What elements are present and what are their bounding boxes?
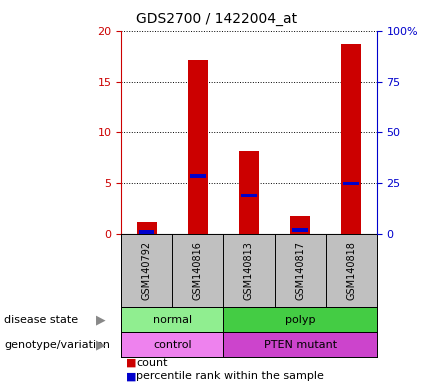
Bar [190, 174, 206, 178]
Text: GSM140813: GSM140813 [244, 241, 254, 300]
Text: GSM140792: GSM140792 [142, 241, 152, 300]
Text: GSM140816: GSM140816 [193, 241, 203, 300]
Text: ■: ■ [126, 371, 136, 381]
Text: polyp: polyp [285, 314, 315, 325]
Text: disease state: disease state [4, 314, 78, 325]
Text: GSM140817: GSM140817 [295, 241, 305, 300]
Bar [121, 307, 223, 332]
Text: GDS2700 / 1422004_at: GDS2700 / 1422004_at [136, 12, 297, 25]
Bar [139, 230, 155, 234]
Bar [343, 182, 359, 185]
Bar [290, 216, 310, 234]
Bar [223, 332, 377, 357]
Text: GSM140818: GSM140818 [346, 241, 356, 300]
Text: ▶: ▶ [97, 313, 106, 326]
Text: ▶: ▶ [97, 338, 106, 351]
Text: control: control [153, 339, 192, 350]
Bar [239, 151, 259, 234]
Bar [121, 332, 223, 357]
Bar [292, 228, 308, 232]
Bar [341, 44, 362, 234]
Text: normal: normal [153, 314, 192, 325]
Bar [136, 222, 157, 234]
Bar [223, 307, 377, 332]
Text: percentile rank within the sample: percentile rank within the sample [136, 371, 324, 381]
Text: count: count [136, 358, 168, 368]
Bar [241, 194, 257, 197]
Text: genotype/variation: genotype/variation [4, 339, 110, 350]
Bar [187, 60, 208, 234]
Text: ■: ■ [126, 358, 136, 368]
Text: PTEN mutant: PTEN mutant [264, 339, 336, 350]
